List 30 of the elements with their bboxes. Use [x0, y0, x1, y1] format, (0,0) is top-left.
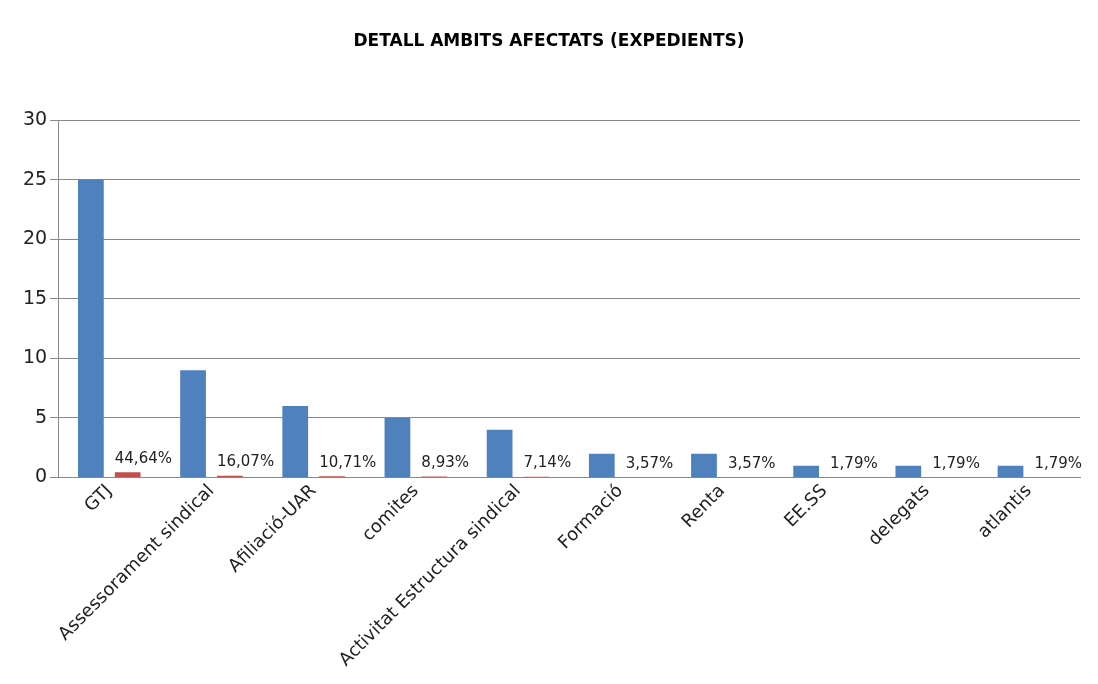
bar	[793, 465, 820, 478]
bar	[78, 179, 104, 478]
data-label: 16,07%	[216, 452, 275, 471]
x-tick-label: GTJ	[79, 479, 116, 516]
data-label: 3,57%	[727, 453, 776, 472]
bar	[997, 465, 1024, 478]
bar	[114, 472, 141, 478]
data-label: 1,79%	[830, 453, 878, 472]
y-tick-label: 25	[22, 166, 48, 189]
data-label: 1,79%	[1034, 453, 1083, 472]
y-tick-label: 10	[22, 345, 48, 368]
y-tick-label: 20	[22, 226, 48, 249]
data-label: 8,93%	[421, 452, 469, 471]
data-label: 44,64%	[114, 448, 172, 467]
y-tick-label: 15	[22, 285, 48, 308]
y-tick-label: 30	[22, 106, 48, 129]
bar	[486, 429, 513, 478]
data-label: 10,71%	[319, 452, 377, 471]
bar	[588, 453, 615, 478]
data-label: 3,57%	[625, 453, 674, 472]
bar	[282, 406, 309, 478]
data-label: 1,79%	[932, 453, 980, 472]
y-tick-label: 0	[35, 464, 48, 487]
bar	[180, 370, 206, 478]
y-tick-label: 5	[35, 404, 48, 427]
bar	[691, 453, 717, 478]
bar	[895, 465, 922, 478]
chart-title: DETALL AMBITS AFECTATS (EXPEDIENTS)	[352, 30, 746, 50]
bar	[384, 417, 411, 478]
data-label: 7,14%	[523, 453, 572, 472]
